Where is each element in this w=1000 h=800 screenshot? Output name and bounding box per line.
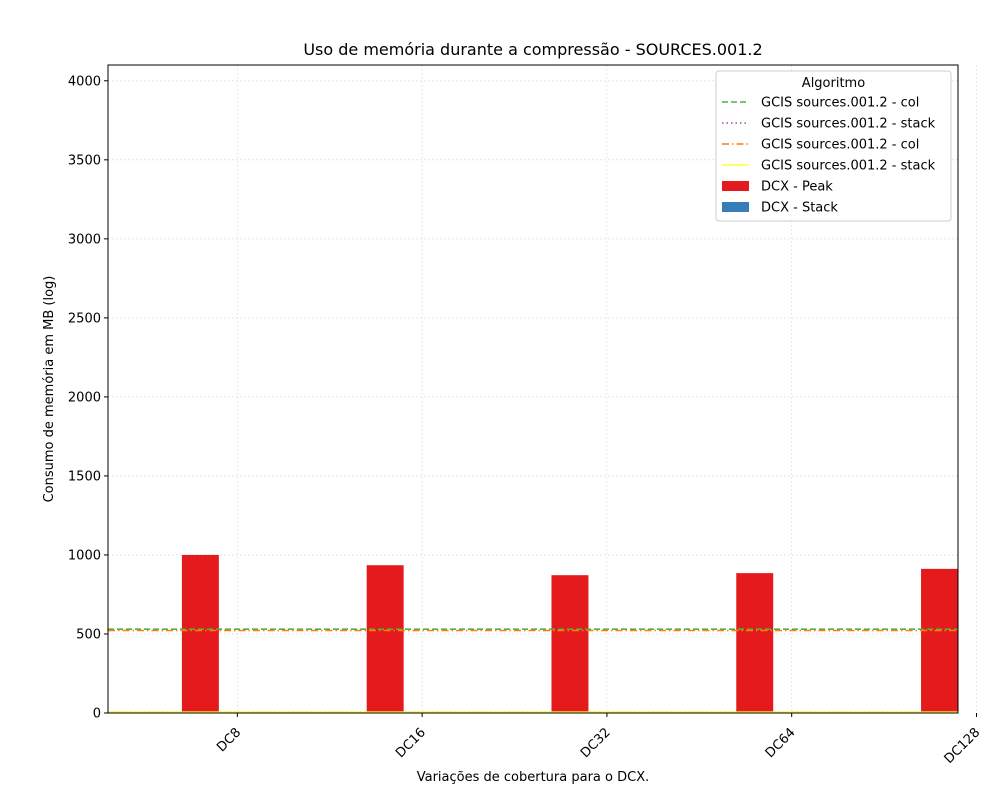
x-tick-label: DC128	[942, 725, 984, 767]
y-tick-label: 2500	[68, 311, 101, 326]
y-tick-label: 1500	[68, 469, 101, 484]
y-tick-label: 4000	[68, 74, 101, 89]
bar-dcx-peak	[921, 568, 958, 713]
y-tick-label: 0	[93, 707, 101, 722]
y-tick-label: 3500	[68, 153, 101, 168]
legend-label: GCIS sources.001.2 - col	[761, 96, 919, 111]
y-tick-label: 500	[76, 627, 101, 642]
legend-title: Algoritmo	[802, 76, 865, 91]
legend-box	[715, 70, 952, 222]
bar-dcx-peak	[551, 575, 589, 713]
legend-label: DCX - Stack	[761, 201, 838, 216]
legend-swatch	[722, 202, 749, 212]
chart-title: Uso de memória durante a compressão - SO…	[303, 40, 762, 59]
legend-label: GCIS sources.001.2 - stack	[761, 117, 936, 132]
x-tick-label: DC8	[214, 725, 244, 755]
y-tick-label: 1000	[68, 548, 101, 563]
reference-lines	[108, 628, 958, 714]
bars	[181, 554, 958, 713]
y-tick-label: 3000	[68, 232, 101, 247]
legend-label: GCIS sources.001.2 - stack	[761, 159, 936, 174]
bar-dcx-peak	[736, 573, 774, 713]
legend-label: GCIS sources.001.2 - col	[761, 138, 919, 153]
y-axis: 0 500 1000 1500 2000 2500 3000 3500 4000	[68, 74, 108, 722]
x-axis-label: Variações de cobertura para o DCX.	[417, 770, 650, 785]
y-axis-label: Consumo de memória em MB (log)	[42, 276, 57, 503]
bar-dcx-peak	[181, 554, 219, 713]
bar-dcx-peak	[366, 565, 404, 713]
plot-frame	[107, 64, 959, 714]
x-tick-label: DC64	[763, 725, 799, 761]
x-axis: DC8 DC16 DC32 DC64 DC128	[214, 713, 983, 767]
x-tick-label: DC32	[578, 725, 614, 761]
legend-swatch	[722, 181, 749, 191]
legend: Algoritmo GCIS sources.001.2 - col GCIS so…	[715, 70, 952, 222]
legend-label: DCX - Peak	[761, 180, 833, 195]
y-tick-label: 2000	[68, 390, 101, 405]
x-tick-label: DC16	[393, 725, 429, 761]
